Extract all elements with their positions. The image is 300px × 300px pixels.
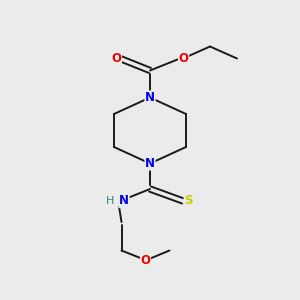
Text: S: S — [184, 194, 193, 208]
Text: O: O — [178, 52, 189, 65]
Text: N: N — [145, 157, 155, 170]
Text: O: O — [111, 52, 122, 65]
Text: H: H — [106, 196, 114, 206]
Text: N: N — [145, 91, 155, 104]
Text: N: N — [119, 194, 129, 208]
Text: O: O — [140, 254, 151, 268]
